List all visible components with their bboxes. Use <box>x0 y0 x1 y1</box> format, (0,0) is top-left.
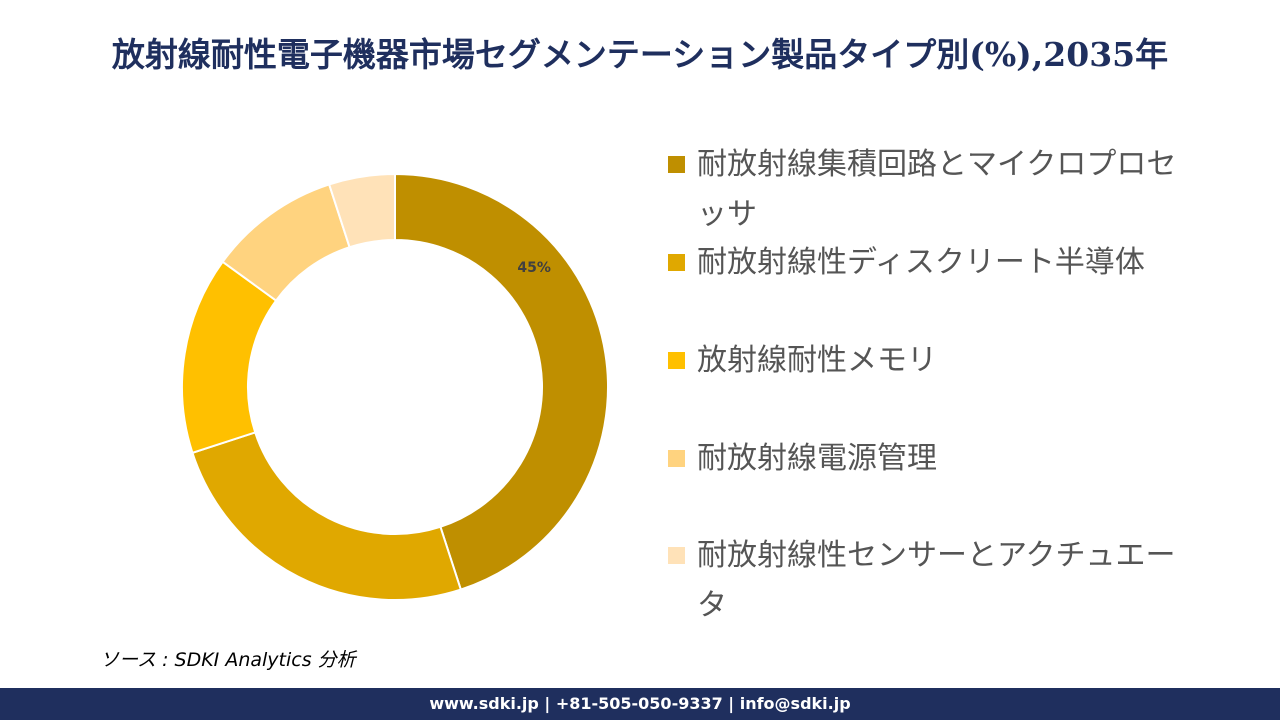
legend-label: 耐放射線性センサーとアクチュエータ <box>697 538 1176 623</box>
donut-segment <box>191 431 463 601</box>
legend-swatch <box>668 254 685 271</box>
legend-swatch <box>668 352 685 369</box>
donut-segment <box>327 172 396 249</box>
legend-swatch <box>668 547 685 564</box>
legend-label: 耐放射線集積回路とマイクロプロセッサ <box>697 147 1177 232</box>
footer: www.sdki.jp | +81-505-050-9337 | info@sd… <box>0 688 1280 720</box>
legend-item: 耐放射線集積回路とマイクロプロセッサ <box>668 140 1188 240</box>
source: ソース : SDKI Analytics 分析 <box>100 649 356 671</box>
data-label: 45% <box>517 260 551 276</box>
legend-label: 耐放射線性ディスクリート半導体 <box>697 245 1145 280</box>
chart-title: 放射線耐性電子機器市場セグメンテーション製品タイプ別(%),2035年 <box>111 35 1169 74</box>
legend-item: 耐放射線性センサーとアクチュエータ <box>668 531 1188 631</box>
legend-item: 耐放射線性ディスクリート半導体 <box>668 238 1188 288</box>
legend-swatch <box>668 450 685 467</box>
legend-swatch <box>668 156 685 173</box>
legend-item: 放射線耐性メモリ <box>668 336 1188 386</box>
legend-item: 耐放射線電源管理 <box>668 434 1188 484</box>
donut-segment <box>394 172 609 591</box>
legend-label: 耐放射線電源管理 <box>697 441 937 476</box>
legend-label: 放射線耐性メモリ <box>697 343 937 378</box>
